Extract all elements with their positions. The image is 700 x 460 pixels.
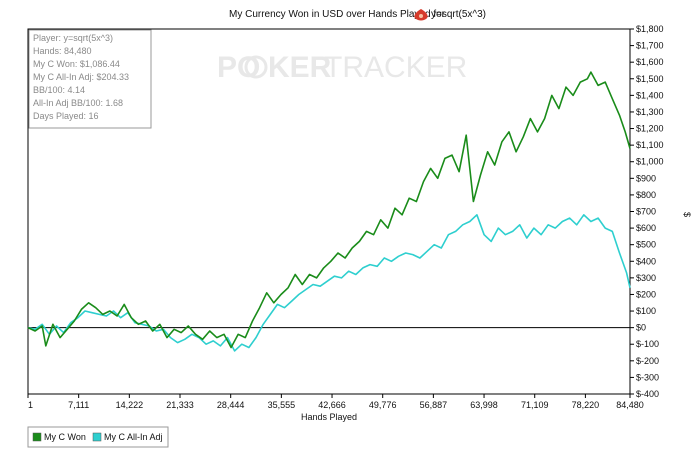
y-tick-label: $1,600 [636,57,664,67]
series-line-won [27,71,631,349]
y-tick-label: $800 [636,190,656,200]
y-tick-label: $1,400 [636,90,664,100]
player-name: y=sqrt(5x^3) [431,9,486,20]
x-tick-label: 84,480 [616,400,644,410]
info-days-played: Days Played: 16 [33,111,99,121]
info-player: Player: y=sqrt(5x^3) [33,33,113,43]
y-axis-label: $ [682,212,692,217]
y-tick-label: $1,200 [636,124,664,134]
y-tick-label: $100 [636,306,656,316]
svg-text:KER: KER [268,51,332,84]
series-group [27,71,631,352]
legend-label-allin-adj: My C All-In Adj [104,432,163,442]
x-tick-label: 21,333 [166,400,194,410]
y-axis: $-400 $-300 $-200 $-100 $0 $100 $200 $300 $400 $5… [630,24,664,399]
legend-swatch-won [32,432,42,442]
info-hands: Hands: 84,480 [33,46,92,56]
legend-label-won: My C Won [44,432,86,442]
poker-logo-icon [414,9,428,21]
y-tick-label: $0 [636,323,646,333]
y-tick-label: $-200 [636,356,659,366]
x-axis: 1 7,111 14,222 21,333 28,444 35,555 42,666 49,7… [27,394,644,410]
x-tick-label: 49,776 [369,400,397,410]
x-tick-label: 63,998 [470,400,498,410]
y-tick-label: $-100 [636,339,659,349]
y-tick-label: $400 [636,256,656,266]
x-tick-label: 14,222 [116,400,144,410]
svg-text:TRACKER: TRACKER [324,51,467,84]
y-tick-label: $1,500 [636,74,664,84]
y-tick-label: $1,800 [636,24,664,34]
x-tick-label: 1 [28,400,33,410]
y-tick-label: $-400 [636,389,659,399]
x-axis-label: Hands Played [301,412,357,422]
x-tick-label: 7,111 [68,400,89,410]
info-won: My C Won: $1,086.44 [33,59,120,69]
info-allin-bb100: All-In Adj BB/100: 1.68 [33,98,123,108]
x-tick-label: 56,887 [420,400,448,410]
chart-title: My Currency Won in USD over Hands Played… [229,9,446,20]
watermark: PO KER TRACKER [217,51,467,84]
x-tick-label: 71,109 [521,400,549,410]
y-tick-label: $1,100 [636,140,664,150]
x-tick-label: 35,555 [268,400,296,410]
y-tick-label: $300 [636,273,656,283]
legend: My C Won My C All-In Adj [27,426,169,448]
y-tick-label: $1,000 [636,157,664,167]
y-tick-label: $1,700 [636,41,664,51]
info-allin-adj: My C All-In Adj: $204.33 [33,72,129,82]
x-tick-label: 42,666 [318,400,346,410]
y-tick-label: $-300 [636,372,659,382]
info-box: Player: y=sqrt(5x^3) Hands: 84,480 My C … [28,29,152,129]
y-tick-label: $600 [636,223,656,233]
y-tick-label: $700 [636,207,656,217]
y-tick-label: $500 [636,240,656,250]
y-tick-label: $1,300 [636,107,664,117]
x-tick-label: 78,220 [572,400,600,410]
x-tick-label: 28,444 [217,400,245,410]
y-tick-label: $900 [636,173,656,183]
info-bb100: BB/100: 4.14 [33,85,85,95]
y-tick-label: $200 [636,289,656,299]
series-line-allin-adj [27,214,631,352]
legend-swatch-allin-adj [92,432,102,442]
